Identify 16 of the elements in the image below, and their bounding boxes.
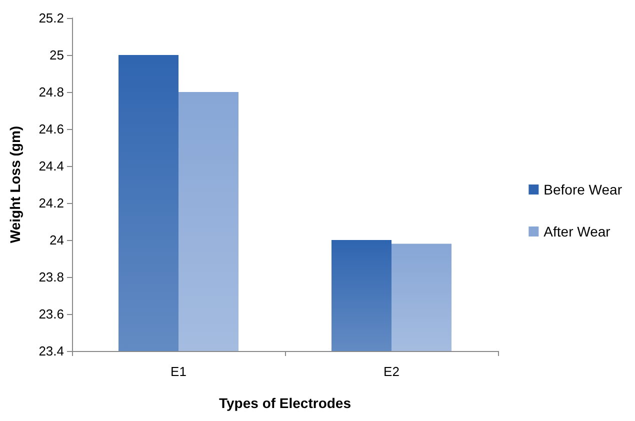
- y-tick-label: 25: [50, 48, 64, 62]
- legend-label: Before Wear: [544, 182, 622, 198]
- x-tick-label: E1: [170, 364, 186, 379]
- y-tick-label: 24.8: [38, 84, 64, 100]
- y-tick-label: 24.4: [38, 158, 64, 174]
- y-tick-label: 23.8: [38, 270, 64, 284]
- y-tick-label: 24: [50, 232, 64, 248]
- y-tick-label: 23.6: [38, 306, 64, 322]
- y-tick-label: 24.2: [38, 196, 64, 210]
- y-tick-label: 25.2: [38, 10, 64, 26]
- legend-label: After Wear: [544, 224, 611, 240]
- y-tick-label: 24.6: [38, 122, 64, 136]
- x-tick-label: E2: [384, 364, 400, 379]
- y-tick-label: 23.4: [38, 344, 64, 358]
- y-axis-title: Weight Loss (gm): [7, 126, 23, 244]
- x-axis-title: Types of Electrodes: [218, 395, 352, 411]
